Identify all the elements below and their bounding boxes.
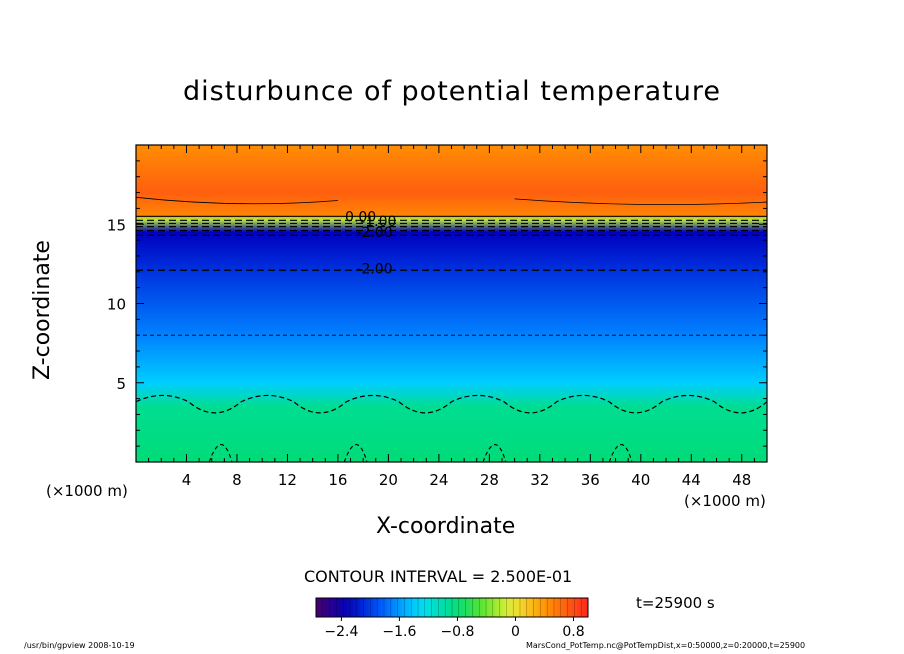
x-tick-label: 48 bbox=[732, 471, 751, 489]
contour-label-1: -1.00 bbox=[360, 214, 396, 230]
chart-title: disturbunce of potential temperature bbox=[183, 76, 721, 107]
x-axis-label: X-coordinate bbox=[376, 514, 516, 539]
contour-plume-3 bbox=[608, 444, 633, 463]
x-tick-label: 16 bbox=[328, 471, 347, 489]
y-axis-label: Z-coordinate bbox=[30, 240, 55, 380]
colorbar-tick-label: −1.6 bbox=[382, 624, 416, 640]
x-tick-label: 8 bbox=[232, 471, 242, 489]
y-tick-label: 5 bbox=[116, 375, 126, 393]
colorbar-tick-label: 0.8 bbox=[562, 624, 584, 640]
contour-plume-1 bbox=[343, 444, 368, 463]
x-unit-left: (×1000 m) bbox=[46, 482, 128, 500]
x-tick-label: 20 bbox=[379, 471, 398, 489]
footer-left: /usr/bin/gpview 2008-10-19 bbox=[24, 641, 135, 650]
y-tick-label: 10 bbox=[107, 296, 126, 314]
contour-plume-2 bbox=[482, 444, 507, 463]
y-tick-label: 15 bbox=[107, 216, 126, 234]
contour-label-3: -2.00 bbox=[356, 262, 392, 278]
x-tick-label: 32 bbox=[530, 471, 549, 489]
x-tick-label: 24 bbox=[429, 471, 448, 489]
x-tick-label: 12 bbox=[278, 471, 297, 489]
contour-label-2: -2.00 bbox=[356, 225, 392, 241]
footer-right: MarsCond_PotTemp.nc@PotTempDist,x=0:5000… bbox=[526, 641, 806, 650]
contour-line-upper bbox=[135, 196, 768, 205]
x-tick-label: 40 bbox=[631, 471, 650, 489]
contour-line-low bbox=[135, 394, 768, 414]
x-tick-label: 4 bbox=[182, 471, 192, 489]
x-tick-label: 36 bbox=[581, 471, 600, 489]
colorbar-tick-label: −2.4 bbox=[324, 624, 358, 640]
x-unit-right: (×1000 m) bbox=[684, 492, 766, 510]
x-tick-label: 44 bbox=[682, 471, 701, 489]
contour-plume-0 bbox=[208, 444, 233, 463]
time-label: t=25900 s bbox=[636, 594, 715, 612]
heatmap-field bbox=[136, 145, 767, 462]
colorbar-frame bbox=[315, 597, 589, 618]
contour-label-0: 0.00 bbox=[345, 209, 376, 225]
contour-interval: CONTOUR INTERVAL = 2.500E-01 bbox=[304, 567, 573, 586]
x-tick-label: 28 bbox=[480, 471, 499, 489]
colorbar-tick-label: −0.8 bbox=[440, 624, 474, 640]
colorbar-tick-label: 0 bbox=[511, 624, 520, 640]
